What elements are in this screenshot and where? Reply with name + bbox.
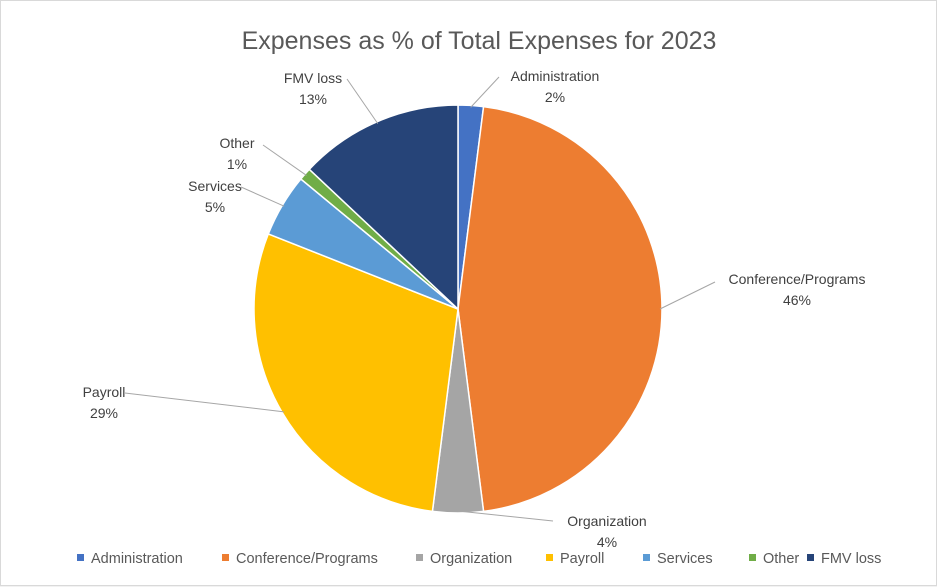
legend-swatch — [546, 554, 553, 561]
legend-swatch — [807, 554, 814, 561]
leader-line-payroll — [124, 392, 285, 413]
leader-line-services — [240, 186, 285, 207]
legend-item-fmv-loss: FMV loss — [807, 551, 881, 567]
leader-lines — [124, 76, 716, 522]
legend-swatch — [416, 554, 423, 561]
data-labels: Administration 2% Conference/Programs 46% Or… — [83, 68, 866, 550]
legend-label: Other — [763, 551, 799, 567]
legend: Administration Conference/Programs Organiz… — [77, 551, 881, 567]
pie-slices — [253, 104, 663, 514]
legend-item-services: Services — [643, 551, 713, 567]
leader-line-other — [262, 144, 307, 176]
leader-line-organization — [457, 510, 554, 522]
legend-swatch — [749, 554, 756, 561]
legend-label: Organization — [430, 551, 512, 567]
legend-item-payroll: Payroll — [546, 551, 604, 567]
data-label-other: Other 1% — [219, 135, 254, 172]
legend-label: Payroll — [560, 551, 604, 567]
legend-swatch — [77, 554, 84, 561]
legend-swatch — [643, 554, 650, 561]
slice-conference-programs — [457, 105, 663, 513]
leader-line-administration — [470, 76, 500, 108]
data-label-organization: Organization 4% — [567, 513, 646, 550]
data-label-conference-programs: Conference/Programs 46% — [729, 271, 866, 308]
data-label-payroll: Payroll 29% — [83, 384, 126, 421]
legend-label: Services — [657, 551, 713, 567]
legend-label: FMV loss — [821, 551, 881, 567]
leader-line-fmv-loss — [346, 78, 379, 124]
chart-title: Expenses as % of Total Expenses for 2023 — [242, 27, 717, 55]
slice-payroll — [253, 232, 459, 513]
data-label-services: Services 5% — [188, 178, 242, 215]
legend-item-conference-programs: Conference/Programs — [222, 551, 378, 567]
legend-item-organization: Organization — [416, 551, 512, 567]
legend-label: Administration — [91, 551, 183, 567]
legend-item-administration: Administration — [77, 551, 183, 567]
leader-line-conference-programs — [659, 281, 716, 310]
data-label-administration: Administration 2% — [511, 68, 600, 105]
legend-item-other: Other — [749, 551, 799, 567]
legend-label: Conference/Programs — [236, 551, 378, 567]
data-label-fmv-loss: FMV loss 13% — [284, 70, 342, 107]
legend-swatch — [222, 554, 229, 561]
